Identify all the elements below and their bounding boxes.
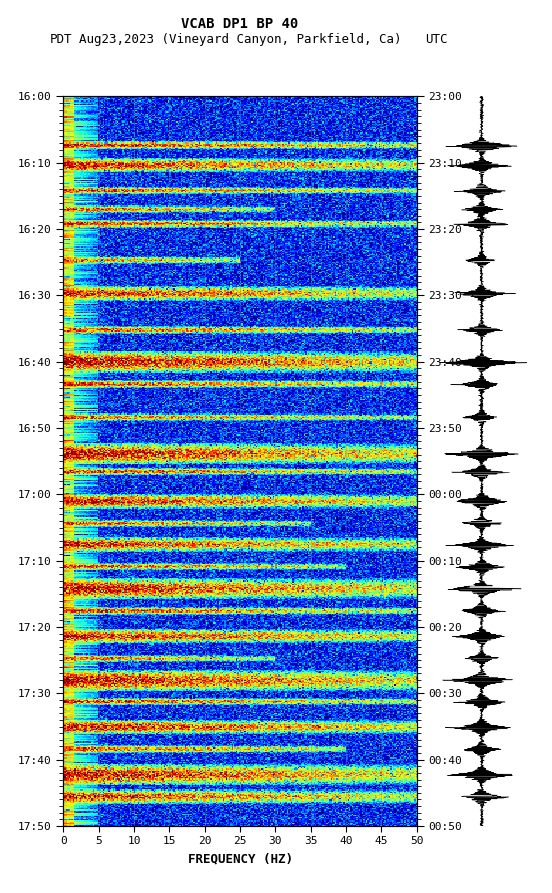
Text: UTC: UTC — [425, 33, 447, 46]
X-axis label: FREQUENCY (HZ): FREQUENCY (HZ) — [188, 852, 293, 865]
Text: USGS: USGS — [11, 13, 58, 28]
Text: ≋: ≋ — [6, 14, 16, 27]
Text: Aug23,2023 (Vineyard Canyon, Parkfield, Ca): Aug23,2023 (Vineyard Canyon, Parkfield, … — [79, 33, 401, 46]
Text: PDT: PDT — [50, 33, 72, 46]
Text: VCAB DP1 BP 40: VCAB DP1 BP 40 — [182, 17, 299, 31]
